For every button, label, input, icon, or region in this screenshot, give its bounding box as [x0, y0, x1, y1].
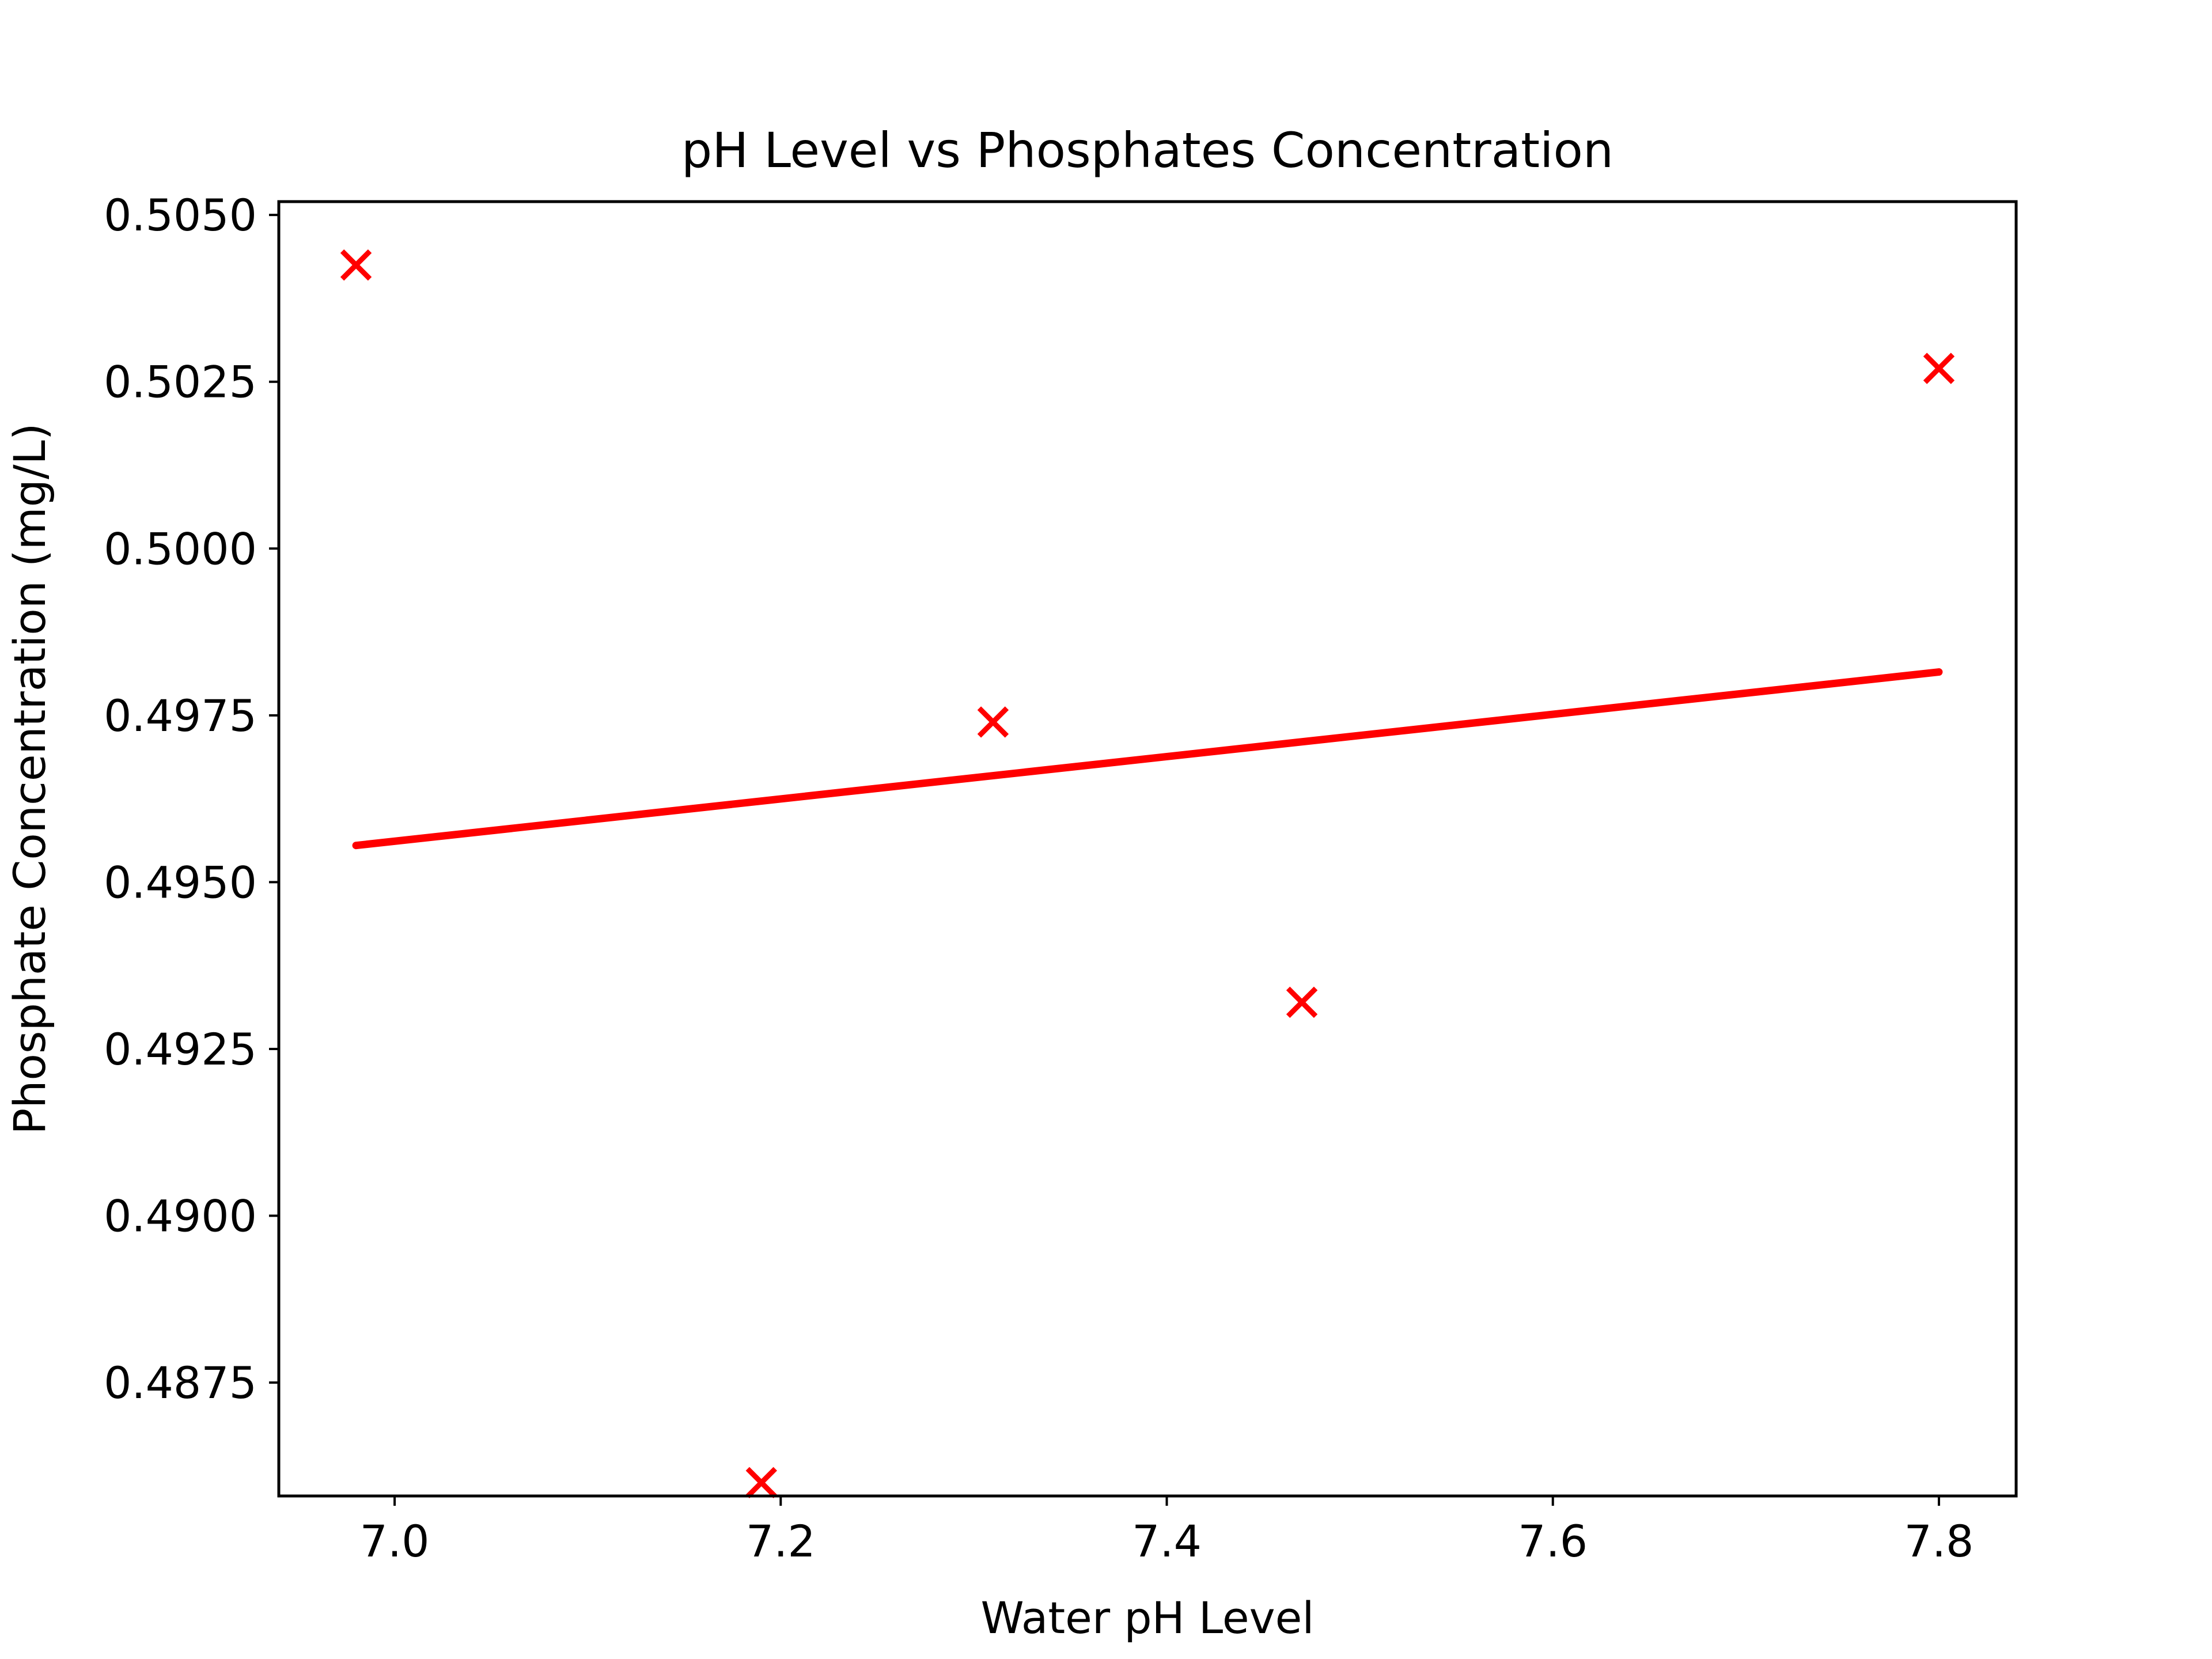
data-points-layer: [340, 249, 1955, 1499]
y-tick-label: 0.4875: [104, 1357, 257, 1408]
y-tick-label: 0.4925: [104, 1024, 257, 1075]
y-tick-label: 0.5050: [104, 190, 257, 241]
y-tick-label: 0.5000: [104, 523, 257, 574]
x-axis-label: Water pH Level: [981, 1592, 1315, 1643]
chart-title: pH Level vs Phosphates Concentration: [681, 122, 1613, 179]
data-point: [1286, 986, 1318, 1018]
data-point: [340, 249, 372, 281]
data-point: [977, 706, 1009, 738]
y-axis-label: Phosphate Concentration (mg/L): [4, 423, 55, 1134]
x-tick-label: 7.8: [1904, 1516, 1974, 1567]
data-point: [1923, 353, 1955, 384]
x-tick-label: 7.2: [746, 1516, 816, 1567]
y-tick-label: 0.4900: [104, 1191, 257, 1242]
plot-area-frame: [277, 200, 2018, 1498]
x-axis: 7.0 7.2 7.4 7.6 7.8: [360, 1496, 1974, 1567]
y-tick-label: 0.5025: [104, 357, 257, 408]
x-tick-label: 7.0: [360, 1516, 430, 1567]
y-tick-label: 0.4950: [104, 857, 257, 908]
x-tick-label: 7.4: [1132, 1516, 1202, 1567]
y-tick-label: 0.4975: [104, 690, 257, 741]
x-tick-label: 7.6: [1518, 1516, 1588, 1567]
data-point: [745, 1467, 777, 1499]
trend-line: [352, 668, 1943, 850]
y-axis: 0.4875 0.4900 0.4925 0.4950 0.4975 0.5000 0.50…: [104, 190, 279, 1408]
trend-line-layer: [352, 668, 1943, 850]
